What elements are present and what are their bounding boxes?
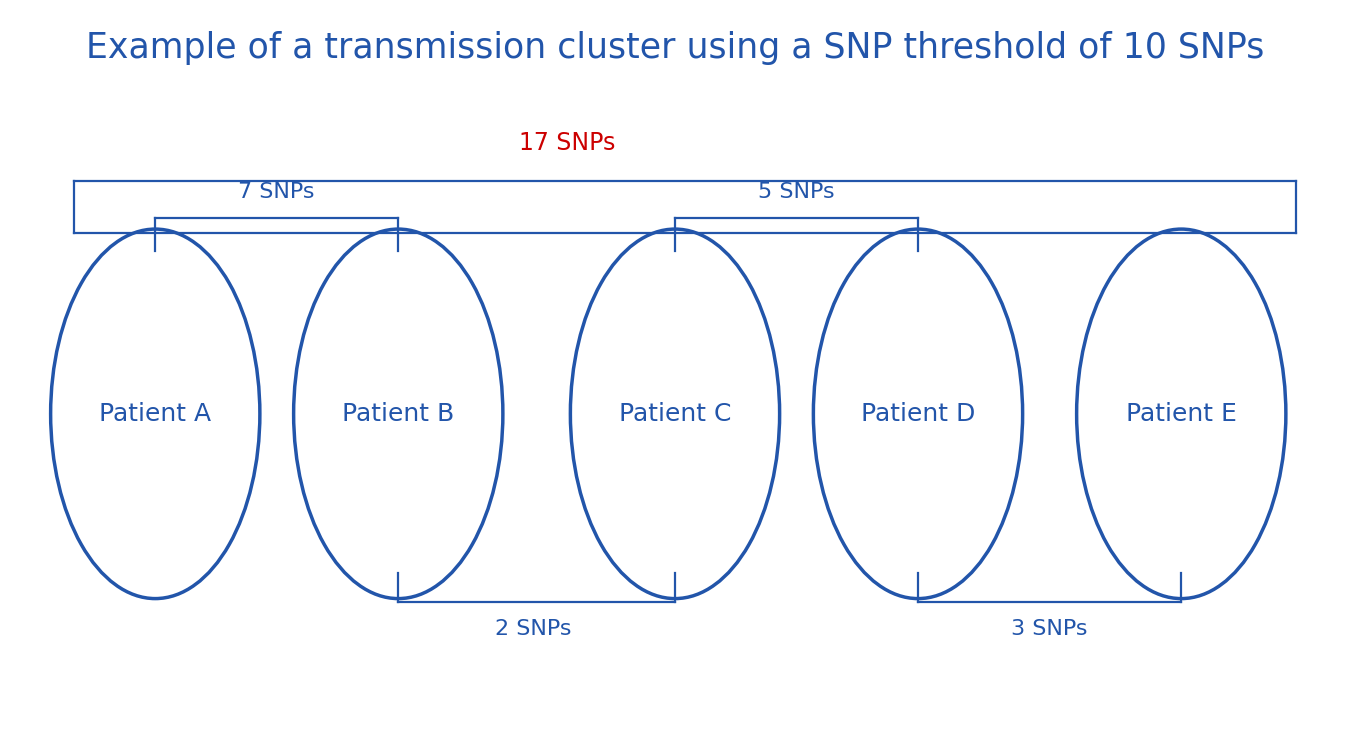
- Text: Example of a transmission cluster using a SNP threshold of 10 SNPs: Example of a transmission cluster using …: [86, 31, 1264, 65]
- Text: 3 SNPs: 3 SNPs: [1011, 619, 1087, 639]
- Text: 2 SNPs: 2 SNPs: [495, 619, 571, 639]
- Text: Patient A: Patient A: [99, 402, 212, 426]
- Text: 7 SNPs: 7 SNPs: [239, 183, 315, 202]
- Text: 17 SNPs: 17 SNPs: [518, 132, 616, 155]
- Text: Patient D: Patient D: [861, 402, 975, 426]
- Text: Patient E: Patient E: [1126, 402, 1237, 426]
- Text: 5 SNPs: 5 SNPs: [759, 183, 834, 202]
- Text: Patient B: Patient B: [342, 402, 455, 426]
- Text: Patient C: Patient C: [618, 402, 732, 426]
